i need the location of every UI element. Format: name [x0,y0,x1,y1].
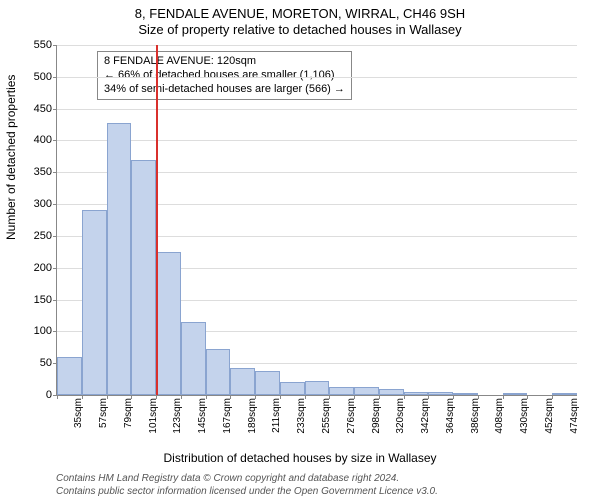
chart-container: 8, FENDALE AVENUE, MORETON, WIRRAL, CH46… [0,0,600,500]
histogram-bar [82,210,107,395]
x-tick-label: 364sqm [445,398,456,448]
plot-area: 8 FENDALE AVENUE: 120sqm ← 66% of detach… [56,45,577,396]
disclaimer-line-1: Contains HM Land Registry data © Crown c… [56,473,438,486]
disclaimer-line-2: Contains public sector information licen… [56,486,438,499]
y-tick-label: 100 [12,325,57,337]
x-tick-label: 101sqm [148,398,159,448]
x-tick-label: 408sqm [494,398,505,448]
x-tick-label: 452sqm [544,398,555,448]
annotation-line-3: 34% of semi-detached houses are larger (… [104,83,345,97]
y-tick-label: 150 [12,294,57,306]
y-axis-label: Number of detached properties [4,75,18,240]
histogram-bar [156,252,181,395]
y-tick-label: 0 [12,389,57,401]
x-tick-mark [478,395,479,399]
histogram-bar [280,382,305,395]
x-tick-label: 189sqm [247,398,258,448]
x-tick-mark [57,395,58,399]
reference-line [156,45,158,395]
x-tick-mark [354,395,355,399]
x-tick-mark [82,395,83,399]
x-tick-mark [181,395,182,399]
x-tick-mark [230,395,231,399]
y-tick-label: 450 [12,103,57,115]
annotation-box: 8 FENDALE AVENUE: 120sqm ← 66% of detach… [97,51,352,100]
histogram-bar [453,393,478,395]
x-tick-label: 276sqm [346,398,357,448]
x-tick-label: 320sqm [395,398,406,448]
x-tick-label: 430sqm [519,398,530,448]
disclaimer: Contains HM Land Registry data © Crown c… [56,473,438,498]
x-tick-label: 211sqm [271,398,282,448]
y-tick-label: 200 [12,262,57,274]
y-tick-label: 550 [12,39,57,51]
gridline [57,45,577,46]
x-tick-mark [156,395,157,399]
x-tick-mark [131,395,132,399]
x-tick-mark [379,395,380,399]
x-tick-mark [404,395,405,399]
y-tick-label: 350 [12,166,57,178]
histogram-bar [255,371,280,395]
x-tick-mark [107,395,108,399]
histogram-bar [131,160,156,395]
x-tick-mark [527,395,528,399]
x-tick-label: 79sqm [123,398,134,448]
histogram-bar [404,392,429,395]
x-tick-mark [280,395,281,399]
x-tick-label: 298sqm [371,398,382,448]
gridline [57,77,577,78]
gridline [57,109,577,110]
x-tick-label: 255sqm [321,398,332,448]
gridline [57,140,577,141]
histogram-bar [503,393,528,395]
x-tick-mark [428,395,429,399]
histogram-bar [305,381,330,395]
histogram-bar [354,387,379,395]
x-tick-mark [206,395,207,399]
x-tick-label: 57sqm [98,398,109,448]
x-tick-label: 123sqm [172,398,183,448]
x-tick-mark [329,395,330,399]
chart-subtitle: Size of property relative to detached ho… [0,22,600,37]
annotation-line-2: ← 66% of detached houses are smaller (1,… [104,69,345,83]
x-tick-mark [255,395,256,399]
y-tick-label: 250 [12,230,57,242]
y-tick-label: 50 [12,357,57,369]
histogram-bar [107,123,132,395]
x-axis-label: Distribution of detached houses by size … [0,451,600,465]
histogram-bar [329,387,354,395]
histogram-bar [379,389,404,395]
x-tick-label: 35sqm [73,398,84,448]
x-tick-mark [453,395,454,399]
y-tick-label: 400 [12,134,57,146]
annotation-line-1: 8 FENDALE AVENUE: 120sqm [104,55,345,69]
x-tick-mark [552,395,553,399]
histogram-bar [181,322,206,395]
histogram-bar [428,392,453,395]
x-tick-mark [503,395,504,399]
x-tick-label: 342sqm [420,398,431,448]
x-tick-label: 167sqm [222,398,233,448]
x-tick-label: 386sqm [470,398,481,448]
x-tick-label: 474sqm [569,398,580,448]
x-tick-label: 145sqm [197,398,208,448]
histogram-bar [552,393,577,395]
y-tick-label: 500 [12,71,57,83]
chart-title-address: 8, FENDALE AVENUE, MORETON, WIRRAL, CH46… [0,6,600,21]
histogram-bar [230,368,255,395]
histogram-bar [57,357,82,395]
x-tick-mark [305,395,306,399]
histogram-bar [206,349,231,395]
x-tick-label: 233sqm [296,398,307,448]
y-tick-label: 300 [12,198,57,210]
